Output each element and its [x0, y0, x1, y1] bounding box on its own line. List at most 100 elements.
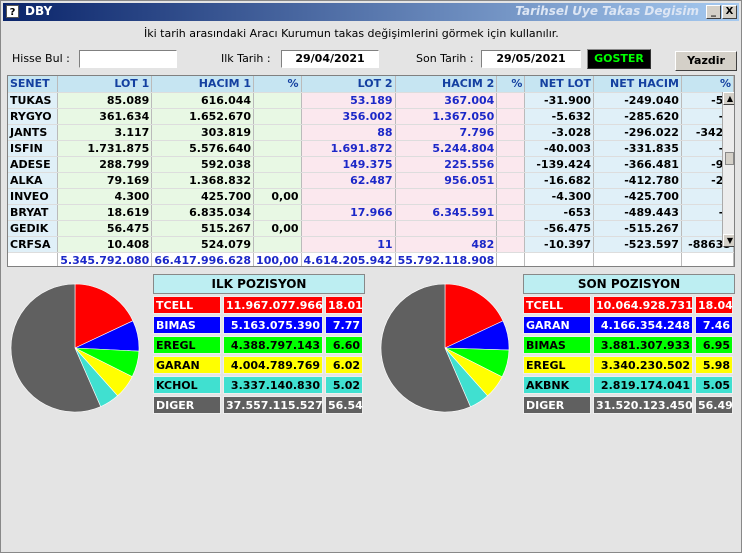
column-header[interactable]: % [681, 76, 734, 93]
table-cell [301, 188, 396, 205]
table-cell: -31.900 [524, 92, 595, 109]
title-bar: ? DBY Tarihsel Uye Takas Degisim _ X [3, 3, 739, 21]
table-cell: -139.424 [524, 156, 595, 173]
position-name: DIGER [153, 396, 221, 414]
table-cell [496, 204, 526, 221]
position-row: GARAN 4.004.789.769 6.02 [153, 356, 365, 374]
position-pct: 7.77 [325, 316, 363, 334]
scroll-up-icon[interactable]: ▲ [723, 92, 734, 105]
position-value: 4.388.797.143 [223, 336, 323, 354]
table-cell: 515.267 [151, 220, 255, 237]
table-cell [395, 220, 498, 237]
table-cell [253, 108, 302, 125]
table-cell: 225.556 [395, 156, 498, 173]
table-cell: 11 [301, 236, 396, 253]
table-cell: -3 [681, 204, 734, 221]
position-row: TCELL 11.967.077.966 18.01 [153, 296, 365, 314]
column-header[interactable]: % [253, 76, 302, 93]
position-pct: 6.60 [325, 336, 363, 354]
last-date-field[interactable]: 29/05/2021 [481, 50, 581, 68]
position-pct: 5.02 [325, 376, 363, 394]
table-row[interactable]: ALKA 79.169 1.368.832 62.487 956.051 -16.682-… [8, 172, 734, 189]
table-row[interactable]: BRYAT 18.619 6.835.034 17.966 6.345.591 -653-… [8, 204, 734, 221]
totals-cell [524, 252, 595, 266]
position-pct: 18.04 [695, 296, 733, 314]
last-position-title: SON POZISYON [523, 274, 735, 294]
position-name: DIGER [523, 396, 591, 414]
table-cell: 1.691.872 [301, 140, 396, 157]
table-cell [253, 156, 302, 173]
totals-cell [8, 252, 59, 266]
position-pct: 6.02 [325, 356, 363, 374]
table-cell: 956.051 [395, 172, 498, 189]
table-cell: ALKA [8, 172, 59, 189]
column-header[interactable]: NET LOT [524, 76, 595, 93]
table-row[interactable]: INVEO 4.300 425.700 0,00 -4.300 -425.700 [8, 188, 734, 205]
position-name: GARAN [153, 356, 221, 374]
position-value: 3.340.230.502 [593, 356, 693, 374]
table-row[interactable]: ISFIN 1.731.875 5.576.640 1.691.872 5.244.80… [8, 140, 734, 157]
column-header[interactable]: SENET [8, 76, 59, 93]
position-row: BIMAS 5.163.075.390 7.77 [153, 316, 365, 334]
table-row[interactable]: JANTS 3.117 303.819 88 7.796 -3.028 -296.022 -3… [8, 124, 734, 141]
window-title: DBY [25, 4, 53, 18]
column-header[interactable]: LOT 2 [301, 76, 396, 93]
table-cell [496, 156, 526, 173]
table-cell: 592.038 [151, 156, 255, 173]
pie-slice [74, 283, 134, 349]
print-button[interactable]: Yazdir [675, 51, 737, 71]
search-input[interactable] [79, 50, 177, 68]
table-cell: -515.267 [593, 220, 682, 237]
column-header[interactable]: NET HACIM [593, 76, 682, 93]
table-cell: RYGYO [8, 108, 59, 125]
position-pct: 18.01 [325, 296, 363, 314]
table-cell: 482 [395, 236, 498, 253]
position-name: BIMAS [523, 336, 591, 354]
close-button[interactable]: X [722, 5, 737, 19]
table-cell: 3.117 [57, 124, 153, 141]
table-cell: BRYAT [8, 204, 59, 221]
table-cell: -489.443 [593, 204, 682, 221]
table-cell: 288.799 [57, 156, 153, 173]
position-value: 5.163.075.390 [223, 316, 323, 334]
first-position-pie [10, 283, 140, 413]
show-button[interactable]: GOSTER [587, 49, 651, 69]
table-cell: 0,00 [253, 188, 302, 205]
table-cell: TUKAS [8, 92, 59, 109]
table-row[interactable]: GEDIK 56.475 515.267 0,00 -56.475 -515.267 [8, 220, 734, 237]
column-header[interactable]: LOT 1 [57, 76, 153, 93]
first-date-field[interactable]: 29/04/2021 [281, 50, 379, 68]
table-cell: 1.368.832 [151, 172, 255, 189]
table-cell [496, 220, 526, 237]
totals-cell: 100,00 [253, 252, 302, 266]
table-cell: 7.796 [395, 124, 498, 141]
column-header[interactable]: HACIM 1 [151, 76, 255, 93]
table-cell [253, 92, 302, 109]
app-icon: ? [6, 5, 19, 18]
takas-table: SENET LOT 1 HACIM 1% LOT 2 HACIM 2% NET LOT NE… [7, 75, 735, 267]
table-row[interactable]: RYGYO 361.634 1.652.670 356.002 1.367.050 -5.… [8, 108, 734, 125]
scroll-thumb[interactable] [725, 152, 734, 165]
table-scrollbar[interactable]: ▲ ▼ [722, 92, 734, 247]
table-cell: -523.597 [593, 236, 682, 253]
table-cell [253, 140, 302, 157]
position-value: 10.064.928.731 [593, 296, 693, 314]
table-row[interactable]: CRFSA 10.408 524.079 11 482 -10.397 -523.597 -8… [8, 236, 734, 253]
table-cell: 53.189 [301, 92, 396, 109]
table-cell: 5.244.804 [395, 140, 498, 157]
position-row: TCELL 10.064.928.731 18.04 [523, 296, 735, 314]
table-row[interactable]: ADESE 288.799 592.038 149.375 225.556 -139.42… [8, 156, 734, 173]
column-header[interactable]: % [496, 76, 526, 93]
table-cell: 88 [301, 124, 396, 141]
table-cell: 303.819 [151, 124, 255, 141]
table-row[interactable]: TUKAS 85.089 616.044 53.189 367.004 -31.900 -2… [8, 92, 734, 109]
column-header[interactable]: HACIM 2 [395, 76, 498, 93]
pie-slice [380, 283, 471, 413]
table-cell: 356.002 [301, 108, 396, 125]
table-cell: -3426 [681, 124, 734, 141]
scroll-down-icon[interactable]: ▼ [723, 234, 734, 247]
table-cell [496, 124, 526, 141]
position-row: EREGL 3.340.230.502 5.98 [523, 356, 735, 374]
minimize-button[interactable]: _ [706, 5, 721, 19]
